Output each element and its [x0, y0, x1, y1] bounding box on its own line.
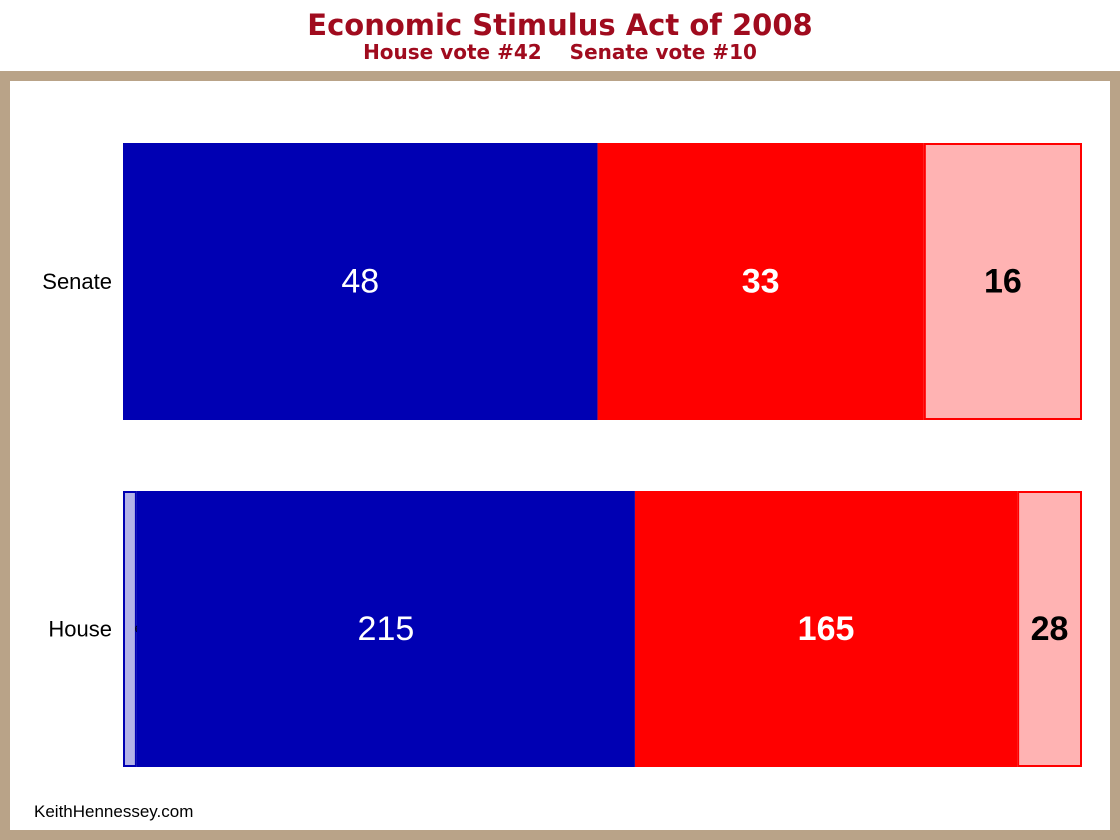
chart-title: Economic Stimulus Act of 2008 [307, 8, 813, 42]
bar-senate-light-rep [923, 143, 1083, 420]
value-label-house-dem: 215 [358, 610, 415, 648]
value-label-senate-light-rep: 16 [984, 263, 1022, 301]
bar-senate-rep [597, 143, 924, 420]
chart-header: Economic Stimulus Act of 2008 House vote… [0, 0, 1120, 72]
category-label-house: House [48, 617, 112, 642]
value-label-house-rep: 165 [798, 610, 855, 648]
value-label-senate-rep: 33 [742, 263, 780, 301]
house-vote-label: House vote #42 [363, 40, 542, 64]
value-label-senate-dem: 48 [341, 263, 379, 301]
bar-senate-dem [123, 143, 598, 420]
senate-vote-label: Senate vote #10 [569, 40, 757, 64]
bar-house-light-rep [1017, 491, 1082, 767]
chart-subtitle: House vote #42 Senate vote #10 [0, 40, 1120, 64]
bar-house-rep [634, 491, 1018, 767]
bar-house-dem [136, 491, 635, 767]
category-label-senate: Senate [42, 269, 112, 294]
value-label-house-light-rep: 28 [1031, 610, 1069, 648]
source-credit: KeithHennessey.com [34, 802, 194, 821]
bar-house-light-dem [123, 491, 137, 767]
